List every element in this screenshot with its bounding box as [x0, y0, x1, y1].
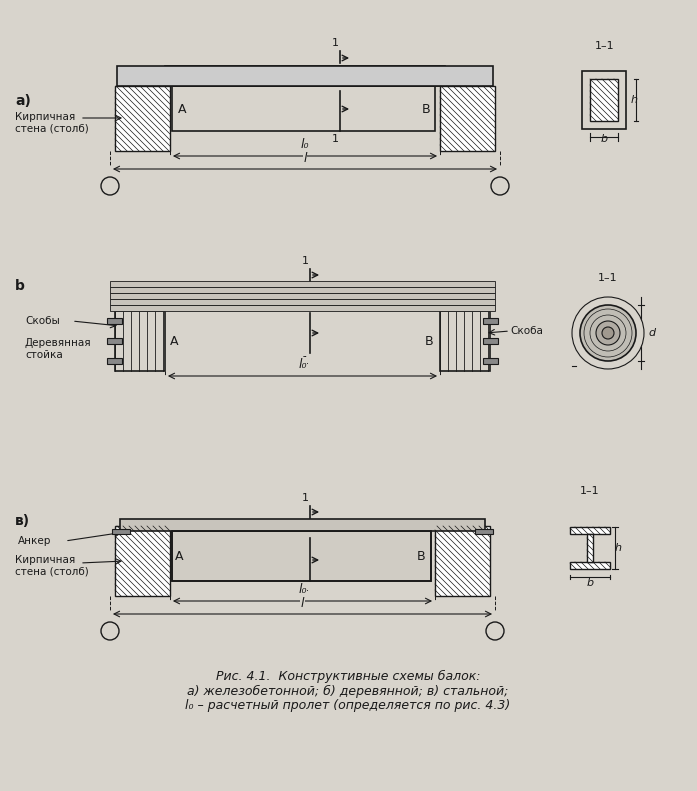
- Text: 1: 1: [302, 256, 309, 266]
- Text: 1: 1: [302, 356, 309, 366]
- Text: 1: 1: [302, 583, 309, 593]
- Bar: [110, 299, 495, 305]
- Text: h: h: [631, 95, 638, 105]
- Text: 1: 1: [332, 38, 339, 48]
- Text: d: d: [648, 328, 655, 338]
- Circle shape: [580, 305, 636, 361]
- Text: А: А: [170, 335, 178, 347]
- Text: l₀ – расчетный пролет (определяется по рис. 4.3): l₀ – расчетный пролет (определяется по р…: [185, 699, 511, 713]
- Text: а): а): [15, 94, 31, 108]
- Text: Анкер: Анкер: [18, 536, 52, 546]
- Bar: [582, 71, 626, 129]
- Circle shape: [101, 622, 119, 640]
- Text: Кирпичная
стена (столб): Кирпичная стена (столб): [15, 112, 89, 134]
- Text: Кирпичная
стена (столб): Кирпичная стена (столб): [15, 555, 89, 577]
- Bar: [107, 358, 122, 364]
- Bar: [115, 86, 170, 151]
- Text: b: b: [600, 134, 608, 144]
- Text: 1–1: 1–1: [595, 41, 615, 51]
- Text: Скоба: Скоба: [510, 326, 543, 336]
- Text: l: l: [303, 152, 307, 165]
- Bar: [165, 66, 445, 86]
- Bar: [115, 526, 170, 596]
- Text: в): в): [15, 514, 30, 528]
- Bar: [110, 287, 495, 293]
- Bar: [172, 86, 435, 131]
- Circle shape: [572, 297, 644, 369]
- Text: В: В: [422, 103, 431, 115]
- Bar: [483, 318, 498, 324]
- Circle shape: [101, 177, 119, 195]
- Bar: [107, 318, 122, 324]
- Bar: [587, 534, 593, 562]
- Bar: [107, 338, 122, 344]
- Text: l₀: l₀: [298, 358, 307, 371]
- Bar: [570, 527, 610, 534]
- Text: 1: 1: [332, 134, 339, 144]
- Bar: [570, 562, 610, 569]
- Bar: [110, 305, 495, 311]
- Bar: [590, 79, 618, 121]
- Text: l₀: l₀: [298, 583, 307, 596]
- Bar: [435, 526, 490, 596]
- Text: l₀: l₀: [300, 138, 309, 151]
- Circle shape: [486, 622, 504, 640]
- Circle shape: [491, 177, 509, 195]
- Text: b: b: [15, 279, 25, 293]
- Text: 1: 1: [302, 493, 309, 503]
- Bar: [110, 281, 495, 287]
- Text: b: b: [586, 578, 594, 588]
- Text: Рис. 4.1.  Конструктивные схемы балок:: Рис. 4.1. Конструктивные схемы балок:: [216, 669, 480, 683]
- Bar: [112, 529, 130, 534]
- Bar: [115, 311, 165, 371]
- Bar: [172, 531, 431, 581]
- Text: l: l: [300, 597, 305, 610]
- Text: Скобы: Скобы: [25, 316, 60, 326]
- Bar: [110, 293, 495, 299]
- Bar: [117, 66, 493, 86]
- Text: А: А: [175, 550, 183, 562]
- Bar: [483, 358, 498, 364]
- Text: а) железобетонной; б) деревянной; в) стальной;: а) железобетонной; б) деревянной; в) ста…: [187, 684, 509, 698]
- Bar: [483, 338, 498, 344]
- Text: Деревянная
стойка: Деревянная стойка: [25, 339, 91, 360]
- Text: А: А: [178, 103, 187, 115]
- Bar: [475, 529, 493, 534]
- Text: 1–1: 1–1: [580, 486, 600, 496]
- Text: 1–1: 1–1: [598, 273, 618, 283]
- Bar: [440, 311, 490, 371]
- Bar: [120, 519, 485, 531]
- Text: В: В: [417, 550, 426, 562]
- Circle shape: [602, 327, 614, 339]
- Bar: [440, 86, 495, 151]
- Bar: [172, 531, 431, 581]
- Text: h: h: [615, 543, 622, 553]
- Circle shape: [596, 321, 620, 345]
- Text: В: В: [425, 335, 434, 347]
